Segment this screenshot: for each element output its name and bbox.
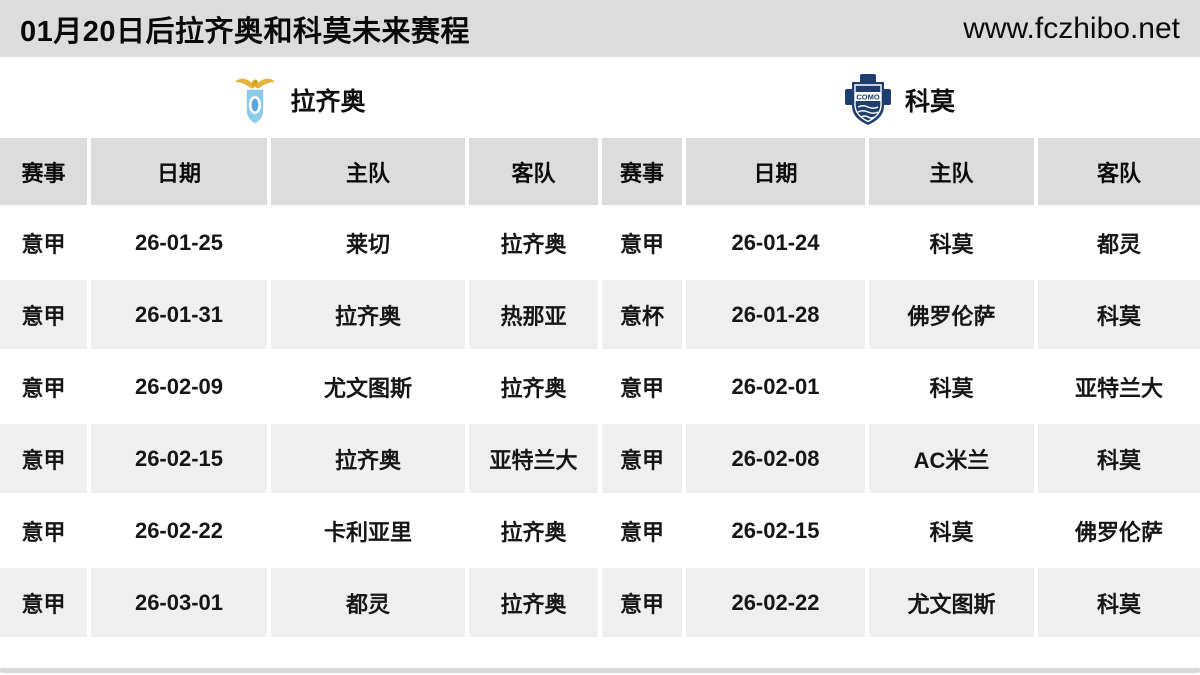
cell-away: 科莫 <box>1038 424 1200 493</box>
cell-home: 拉齐奥 <box>271 280 465 349</box>
cell-away: 都灵 <box>1038 208 1200 277</box>
como-logo-icon: COMO <box>844 74 891 126</box>
cell-date: 26-02-01 <box>686 352 865 421</box>
header-away: 客队 <box>1038 138 1200 205</box>
cell-competition: 意杯 <box>602 280 682 349</box>
header-away: 客队 <box>469 138 598 205</box>
cell-competition: 意甲 <box>602 208 682 277</box>
como-logo-text: COMO <box>856 92 879 101</box>
cell-home: 科莫 <box>869 496 1034 565</box>
cell-date: 26-01-24 <box>686 208 865 277</box>
cell-home: 科莫 <box>869 352 1034 421</box>
header-home: 主队 <box>271 138 465 205</box>
cell-home: 尤文图斯 <box>869 568 1034 637</box>
cell-competition: 意甲 <box>602 568 682 637</box>
cell-competition: 意甲 <box>602 496 682 565</box>
schedule-tables: 赛事 日期 主队 客队 意甲 26-01-25 莱切 拉齐奥 意甲 26-01-… <box>0 138 1200 637</box>
lazio-schedule-table: 赛事 日期 主队 客队 意甲 26-01-25 莱切 拉齐奥 意甲 26-01-… <box>0 138 598 637</box>
cell-competition: 意甲 <box>0 352 87 421</box>
cell-date: 26-01-31 <box>91 280 267 349</box>
cell-home: 莱切 <box>271 208 465 277</box>
team-header-row: 拉齐奥 COMO 科 <box>0 62 1200 138</box>
cell-away: 亚特兰大 <box>1038 352 1200 421</box>
cell-home: 都灵 <box>271 568 465 637</box>
cell-away: 拉齐奥 <box>469 352 598 421</box>
cell-date: 26-01-28 <box>686 280 865 349</box>
cell-away: 拉齐奥 <box>469 568 598 637</box>
cell-home: 卡利亚里 <box>271 496 465 565</box>
page-title: 01月20日后拉齐奥和科莫未来赛程 <box>20 15 471 48</box>
cell-competition: 意甲 <box>0 208 87 277</box>
cell-competition: 意甲 <box>602 424 682 493</box>
cell-competition: 意甲 <box>0 568 87 637</box>
cell-competition: 意甲 <box>602 352 682 421</box>
como-schedule-table: 赛事 日期 主队 客队 意甲 26-01-24 科莫 都灵 意杯 26-01-2… <box>602 138 1200 637</box>
cell-date: 26-02-15 <box>686 496 865 565</box>
lazio-logo-icon <box>234 74 276 126</box>
cell-away: 科莫 <box>1038 568 1200 637</box>
header-date: 日期 <box>686 138 865 205</box>
cell-away: 热那亚 <box>469 280 598 349</box>
cell-away: 亚特兰大 <box>469 424 598 493</box>
cell-date: 26-02-22 <box>686 568 865 637</box>
team-name-como: 科莫 <box>904 88 955 116</box>
header-date: 日期 <box>91 138 267 205</box>
cell-home: 尤文图斯 <box>271 352 465 421</box>
header-home: 主队 <box>869 138 1034 205</box>
cell-date: 26-02-08 <box>686 424 865 493</box>
cell-competition: 意甲 <box>0 280 87 349</box>
site-url: www.fczhibo.net <box>963 11 1180 45</box>
cell-date: 26-02-22 <box>91 496 267 565</box>
cell-date: 26-03-01 <box>91 568 267 637</box>
cell-date: 26-02-09 <box>91 352 267 421</box>
team-header-lazio: 拉齐奥 <box>0 62 600 138</box>
cell-home: AC米兰 <box>869 424 1034 493</box>
cell-home: 拉齐奥 <box>271 424 465 493</box>
cell-away: 科莫 <box>1038 280 1200 349</box>
cell-home: 科莫 <box>869 208 1034 277</box>
header-competition: 赛事 <box>0 138 87 205</box>
cell-date: 26-02-15 <box>91 424 267 493</box>
cell-away: 佛罗伦萨 <box>1038 496 1200 565</box>
cell-competition: 意甲 <box>0 424 87 493</box>
cell-competition: 意甲 <box>0 496 87 565</box>
top-bar: 01月20日后拉齐奥和科莫未来赛程 www.fczhibo.net <box>0 0 1200 57</box>
cell-home: 佛罗伦萨 <box>869 280 1034 349</box>
header-competition: 赛事 <box>602 138 682 205</box>
team-header-como: COMO 科莫 <box>600 62 1200 138</box>
cell-away: 拉齐奥 <box>469 208 598 277</box>
cell-away: 拉齐奥 <box>469 496 598 565</box>
cell-date: 26-01-25 <box>91 208 267 277</box>
team-name-lazio: 拉齐奥 <box>290 88 366 116</box>
bottom-divider <box>0 668 1200 673</box>
